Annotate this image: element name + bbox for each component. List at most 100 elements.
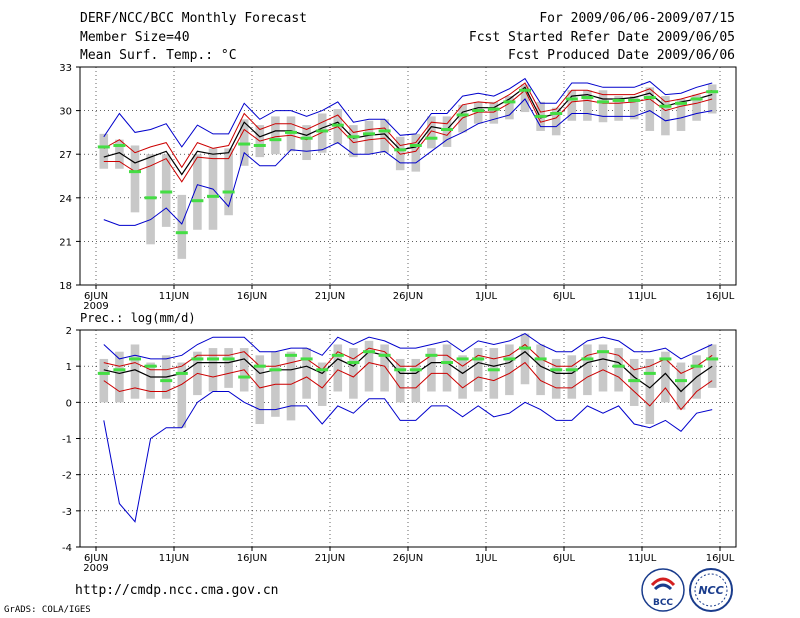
source-url[interactable]: http://cmdp.ncc.cma.gov.cn — [75, 583, 279, 598]
temp-ytick-label: 21 — [59, 237, 72, 248]
prec-spread-bar — [583, 344, 592, 396]
prec-spread-bar — [551, 358, 561, 399]
temp-spread-bar — [302, 125, 311, 161]
temp-spread-bar — [551, 107, 561, 136]
prec-spread-bar — [146, 362, 155, 399]
temp-xtick-label: 6JUL — [553, 291, 576, 302]
temp-min-line — [103, 98, 713, 226]
prec-xtick-label: 16JUL — [706, 553, 735, 564]
prec-spread-bar — [333, 344, 343, 392]
variable-label-temp: Mean Surf. Temp.: °C — [80, 48, 237, 63]
temp-ytick-label: 33 — [59, 63, 72, 74]
temp-spread-bar — [676, 98, 686, 131]
prec-ytick-label: -4 — [62, 543, 72, 554]
temp-spread-bar — [99, 133, 109, 169]
temp-spread-bar — [317, 113, 327, 153]
prec-xtick-label: 21JUN — [315, 553, 345, 564]
prec-frame — [79, 329, 737, 548]
prec-spread-bar — [364, 340, 374, 392]
prec-ytick-label: 0 — [66, 398, 72, 409]
ncc-logo: NCC — [688, 567, 734, 613]
temp-spread-bar — [364, 120, 374, 155]
prec-spread-bar — [707, 344, 717, 388]
produced-date: Fcst Produced Date 2009/06/06 — [508, 48, 735, 63]
prec-spread-bar — [536, 344, 545, 396]
temp-ytick-label: 18 — [59, 281, 72, 292]
temp-spread-bar — [489, 101, 499, 124]
prec-spread-bar — [130, 344, 140, 399]
prec-spread-bar — [317, 362, 327, 406]
prec-xtick-label: 6JUL — [553, 553, 576, 564]
prec-spread-bar — [177, 362, 187, 428]
prec-spread-bar — [520, 333, 530, 385]
temp-xtick-label: 26JUN — [393, 291, 423, 302]
temp-spread-bar — [692, 94, 701, 121]
temp-spread-bar — [645, 87, 655, 131]
prec-spread-bar — [349, 348, 358, 399]
prec-spread-bar — [302, 348, 311, 399]
temp-lower-line — [103, 89, 713, 183]
prec-spread-bar — [224, 348, 233, 388]
member-size: Member Size=40 — [80, 30, 190, 45]
temp-mean-line — [103, 86, 713, 176]
prec-spread-bar — [505, 344, 514, 396]
temp-xtick-label: 11JUL — [628, 291, 657, 302]
temp-xtick-label: 16JUN — [237, 291, 267, 302]
temp-spread-bar — [411, 133, 421, 172]
prec-xtick-label: 11JUL — [628, 553, 657, 564]
prec-lower-line — [103, 361, 713, 411]
temp-spread-bar — [193, 154, 202, 230]
bcc-logo: BCC — [640, 567, 686, 613]
temp-upper-line — [103, 82, 713, 169]
prec-max-line — [103, 333, 713, 360]
temp-spread-bar — [427, 116, 436, 149]
prec-xtick-label: 1JUL — [475, 553, 498, 564]
prec-spread-bar — [286, 351, 296, 421]
temp-spread-bar — [567, 90, 577, 121]
prec-spread-bar — [598, 344, 608, 392]
temp-spread-bar — [115, 139, 124, 169]
temp-ytick-label: 30 — [59, 107, 72, 118]
temp-spread-bar — [583, 90, 592, 121]
temp-spread-bar — [505, 96, 514, 120]
temp-spread-bar — [395, 136, 405, 171]
prec-spread-bar — [255, 355, 265, 425]
prec-spread-bar — [676, 362, 686, 410]
prec-upper-line — [103, 343, 713, 374]
temp-xtick-label: 16JUL — [706, 291, 735, 302]
temp-spread-bar — [349, 125, 358, 158]
temp-spread-bar — [380, 119, 389, 153]
prec-spread-bar — [458, 355, 467, 399]
temp-xtick-label: 21JUN — [315, 291, 345, 302]
temp-spread-bar — [177, 194, 187, 259]
prec-ytick-label: -3 — [62, 507, 72, 518]
prec-ytick-label: -2 — [62, 471, 72, 482]
temp-spread-bar — [661, 96, 670, 136]
prec-xtick-label: 6JUN — [84, 553, 108, 564]
prec-spread-bar — [411, 358, 421, 403]
prec-spread-bar — [645, 358, 655, 425]
temp-spread-bar — [130, 145, 140, 213]
temp-ytick-label: 27 — [59, 150, 72, 161]
temp-max-line — [103, 77, 713, 148]
temp-spread-bar — [224, 148, 233, 216]
prec-xyear-label: 2009 — [83, 563, 108, 574]
variable-label-prec: Prec.: log(mm/d) — [80, 311, 196, 325]
prec-mean-line — [103, 350, 713, 393]
prec-min-line — [103, 391, 713, 523]
temp-ytick-label: 24 — [59, 194, 72, 205]
prec-xtick-label: 16JUN — [237, 553, 267, 564]
prec-spread-bar — [473, 348, 483, 392]
bcc-logo-text: BCC — [653, 598, 673, 608]
prec-spread-bar — [395, 358, 405, 403]
temp-spread-bar — [614, 96, 623, 121]
temp-spread-bar — [442, 116, 452, 147]
chart-title: DERF/NCC/BCC Monthly Forecast — [80, 11, 307, 26]
temp-spread-bar — [629, 96, 639, 120]
prec-spread-bar — [427, 348, 436, 392]
prec-spread-bar — [661, 351, 670, 403]
started-refer-date: Fcst Started Refer Date 2009/06/05 — [468, 30, 735, 45]
prec-spread-bar — [567, 355, 577, 399]
prec-spread-bar — [614, 348, 623, 392]
